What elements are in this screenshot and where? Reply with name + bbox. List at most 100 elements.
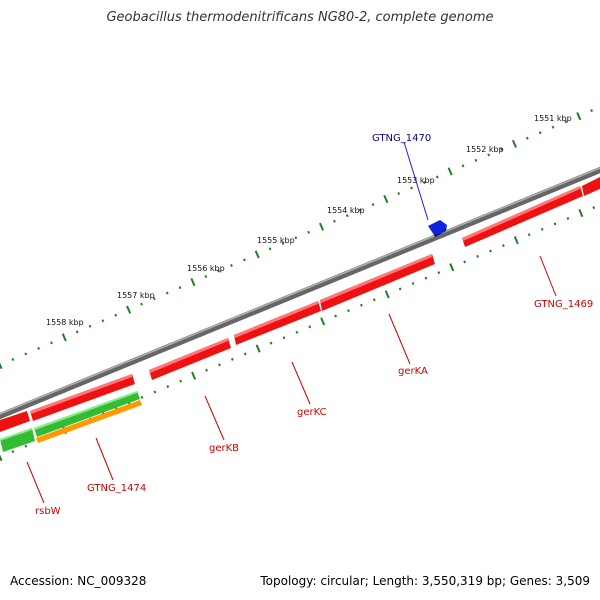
gene-left-red-top	[30, 374, 132, 414]
inner-minor-tick	[24, 444, 28, 448]
inner-minor-tick	[592, 206, 596, 210]
outer-minor-tick	[11, 357, 15, 361]
gene-gtng-1469[interactable]	[462, 186, 583, 247]
outer-minor-tick	[487, 153, 491, 157]
inner-minor-tick	[205, 368, 208, 372]
outer-minor-tick	[538, 131, 542, 135]
gene-gtng-1469-top	[462, 186, 580, 241]
outer-minor-tick	[101, 319, 105, 323]
gene-green[interactable]	[34, 391, 140, 437]
gene-gerkc[interactable]	[234, 301, 321, 345]
inner-minor-tick	[463, 260, 467, 264]
gene-green-top	[34, 391, 137, 430]
leader-gerkc	[291, 361, 311, 405]
outer-minor-tick	[435, 175, 439, 179]
outer-minor-tick	[140, 302, 143, 306]
inner-minor-tick	[153, 390, 157, 394]
inner-minor-tick	[218, 363, 221, 367]
outer-minor-tick	[410, 186, 413, 190]
tick-label-1556: 1556 kbp	[187, 264, 225, 273]
gene-gerkb-top	[149, 338, 228, 373]
inner-minor-tick	[476, 254, 479, 258]
leader-rsbw	[26, 461, 45, 504]
tick-label-1552: 1552 kbp	[466, 145, 504, 154]
gene-label-gerkc: gerKC	[297, 407, 327, 418]
outer-minor-tick	[294, 236, 298, 240]
inner-minor-tick	[424, 276, 428, 280]
genome-backbone-highlight	[0, 167, 600, 415]
inner-minor-tick	[140, 395, 144, 399]
inner-major-tick	[320, 317, 326, 326]
outer-minor-tick	[24, 352, 28, 356]
genome-backbone	[0, 166, 600, 420]
outer-minor-tick	[423, 180, 426, 184]
inner-minor-tick	[347, 309, 350, 313]
outer-minor-tick	[242, 258, 246, 262]
outer-major-tick	[319, 222, 325, 231]
outer-minor-tick	[461, 164, 465, 168]
outer-minor-tick	[75, 330, 79, 334]
leader-gtng-1469	[539, 255, 557, 297]
inner-minor-tick	[308, 325, 312, 329]
inner-minor-tick	[540, 227, 544, 231]
gene-label-gtng-1470: GTNG_1470	[372, 133, 431, 144]
tick-label-1554: 1554 kbp	[327, 206, 365, 215]
inner-major-tick	[191, 371, 197, 380]
inner-minor-tick	[437, 271, 441, 275]
outer-major-tick	[511, 139, 517, 148]
gene-gtng-1474[interactable]	[36, 400, 142, 443]
outer-minor-tick	[590, 109, 594, 113]
outer-minor-tick	[165, 291, 169, 295]
gene-gtng-1470-shade	[434, 225, 447, 237]
inner-minor-tick	[553, 222, 557, 226]
outer-major-tick	[576, 112, 582, 121]
outer-minor-tick	[88, 324, 92, 328]
outer-minor-tick	[345, 214, 349, 218]
gene-rsbw-top	[0, 428, 32, 441]
gene-left-red[interactable]	[30, 374, 135, 421]
outer-minor-tick	[551, 125, 555, 129]
inner-major-tick	[578, 208, 584, 218]
inner-minor-tick	[282, 336, 286, 340]
gene-edge-red[interactable]	[0, 411, 30, 432]
gene-far-right[interactable]	[582, 176, 600, 196]
outer-tick-ring	[0, 109, 594, 370]
tick-label-1558: 1558 kbp	[46, 318, 84, 327]
outer-minor-tick	[397, 192, 401, 196]
outer-minor-tick	[37, 346, 40, 350]
inner-minor-tick	[269, 341, 273, 345]
inner-major-tick	[513, 236, 519, 245]
gene-gtng-1470[interactable]	[428, 220, 447, 235]
inner-minor-tick	[166, 385, 170, 389]
gene-label-gerka: gerKA	[398, 366, 428, 377]
inner-minor-tick	[489, 249, 492, 253]
outer-minor-tick	[525, 136, 529, 140]
outer-minor-tick	[500, 147, 503, 151]
tick-label-1551: 1551 kbp	[534, 114, 572, 123]
gene-label-gtng-1469: GTNG_1469	[534, 299, 593, 310]
inner-minor-tick	[411, 282, 415, 286]
outer-major-tick	[190, 277, 196, 287]
outer-minor-tick	[152, 297, 156, 301]
inner-minor-tick	[372, 298, 376, 302]
gene-label-gtng-1474: GTNG_1474	[87, 483, 146, 494]
outer-major-tick	[383, 195, 389, 204]
gene-rsbw[interactable]	[0, 428, 35, 452]
gene-gerkb[interactable]	[149, 338, 231, 380]
outer-minor-tick	[268, 247, 272, 251]
inner-minor-tick	[243, 352, 247, 356]
inner-major-tick	[384, 290, 390, 299]
inner-major-tick	[0, 454, 3, 462]
outer-major-tick	[254, 250, 260, 259]
gene-label-rsbw: rsbW	[35, 506, 61, 517]
inner-minor-tick	[179, 379, 183, 383]
outer-minor-tick	[307, 230, 311, 234]
outer-major-tick	[61, 333, 67, 342]
leader-gerka	[388, 313, 411, 365]
inner-minor-tick	[527, 233, 531, 237]
inner-minor-tick	[334, 314, 337, 318]
gene-gerka[interactable]	[320, 254, 435, 311]
outer-minor-tick	[333, 219, 336, 223]
leader-gerkb	[204, 395, 225, 441]
